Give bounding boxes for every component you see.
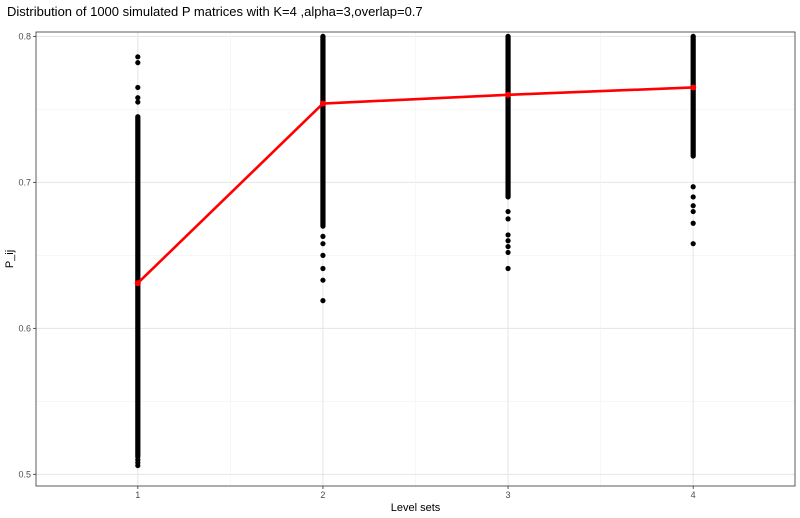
data-point xyxy=(690,203,696,209)
data-point xyxy=(505,243,511,250)
data-point xyxy=(135,54,141,60)
mean-point xyxy=(505,91,512,98)
data-point xyxy=(690,184,696,190)
data-point xyxy=(135,95,141,101)
data-point xyxy=(135,60,141,66)
mean-point xyxy=(319,100,326,107)
data-point xyxy=(505,265,511,272)
mean-point xyxy=(134,280,141,287)
chart-title: Distribution of 1000 simulated P matrice… xyxy=(7,4,423,19)
data-point xyxy=(505,238,511,244)
data-point xyxy=(135,84,141,91)
data-point xyxy=(690,208,696,215)
data-point xyxy=(505,216,511,222)
mean-line-group xyxy=(134,84,697,287)
data-point xyxy=(320,277,326,283)
panel-border xyxy=(35,31,796,487)
y-tick-label: 0.7 xyxy=(18,177,31,187)
data-point xyxy=(320,241,326,247)
data-point xyxy=(135,99,141,105)
point-cluster xyxy=(135,114,141,460)
mean-line xyxy=(136,86,694,285)
point-cluster xyxy=(320,33,326,229)
x-tick-label: 3 xyxy=(506,490,511,500)
point-cluster xyxy=(690,33,696,159)
data-point xyxy=(505,208,511,215)
data-point xyxy=(690,194,696,200)
data-point xyxy=(320,265,326,272)
x-axis-ticks: 1 2 3 4 xyxy=(135,486,696,500)
mean-point xyxy=(690,84,697,91)
y-tick-label: 0.8 xyxy=(18,31,31,41)
x-tick-label: 2 xyxy=(320,490,325,500)
x-axis-label: Level sets xyxy=(391,502,441,514)
data-points xyxy=(135,33,696,469)
data-point xyxy=(320,252,326,258)
data-point xyxy=(505,232,511,238)
y-axis-label: P_ij xyxy=(4,250,16,268)
y-axis-ticks: 0.5 0.6 0.7 0.8 xyxy=(18,31,36,479)
data-point xyxy=(135,457,141,463)
y-tick-label: 0.5 xyxy=(18,469,31,479)
x-tick-label: 4 xyxy=(691,490,696,500)
point-cluster xyxy=(505,33,511,200)
data-point xyxy=(690,241,696,247)
data-point xyxy=(505,249,511,256)
y-tick-label: 0.6 xyxy=(18,323,31,333)
data-point xyxy=(690,220,696,226)
x-tick-label: 1 xyxy=(135,490,140,500)
data-point xyxy=(320,233,326,239)
data-point xyxy=(320,298,326,304)
